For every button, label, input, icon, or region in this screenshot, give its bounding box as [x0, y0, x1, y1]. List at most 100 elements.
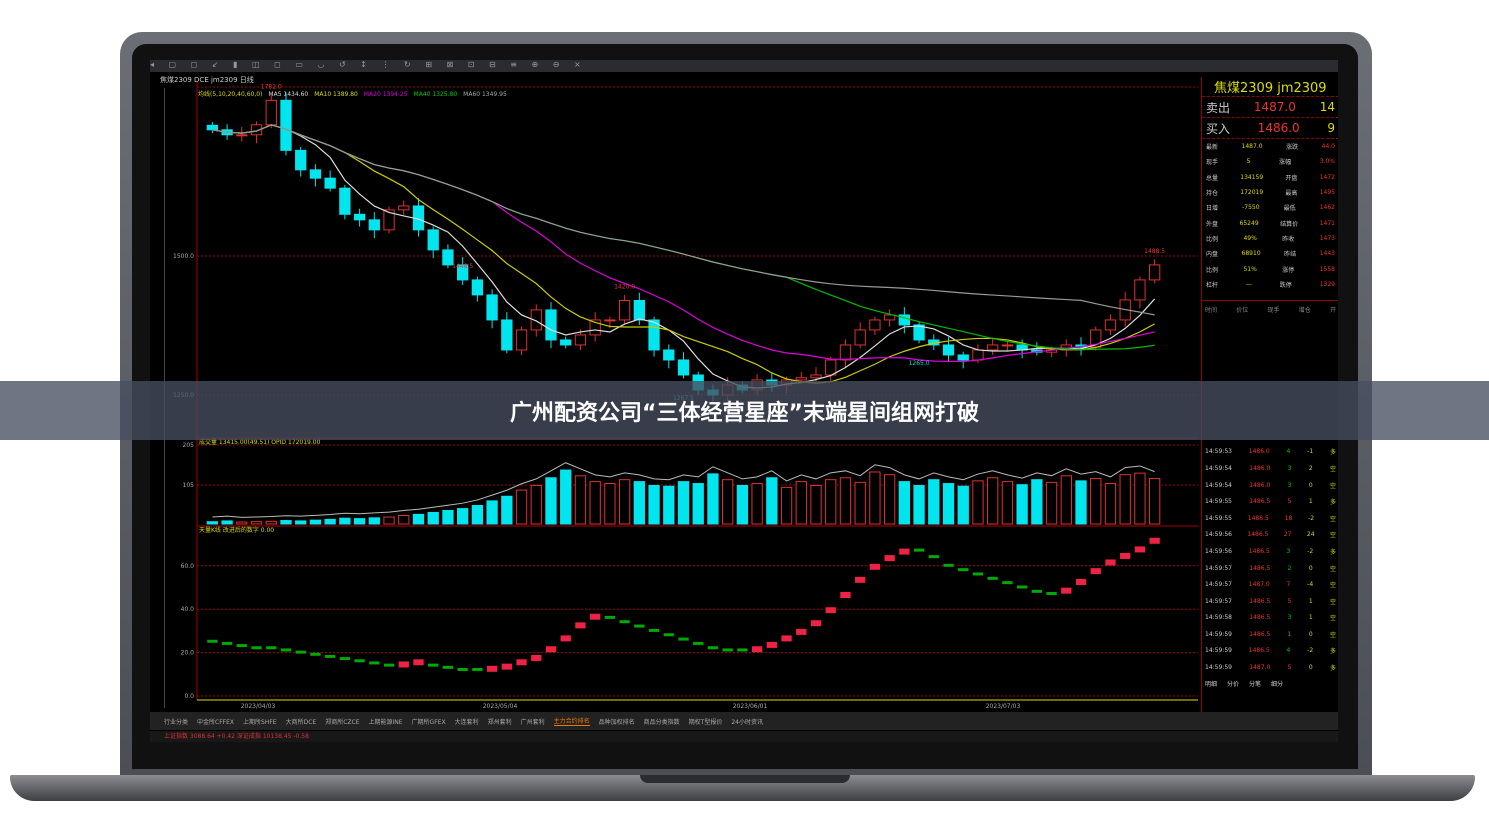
quote-row: 外盘 65249 结算价 1471: [1202, 215, 1338, 230]
quote-tab[interactable]: 细分: [1271, 680, 1284, 688]
quote-row: 总量 134159 开盘 1472: [1202, 170, 1338, 185]
market-tab[interactable]: 上期能源INE: [368, 718, 403, 726]
market-tab[interactable]: 品种加权排名: [598, 718, 635, 726]
trade-cell: 5: [1287, 664, 1292, 672]
ma-legend-item: MA10 1389.80: [314, 91, 358, 98]
indicator-bar: [266, 646, 277, 650]
peak-label: 1265.0: [909, 360, 930, 367]
candle: [339, 187, 351, 215]
volume-bar: [825, 479, 837, 525]
trade-cell: 1487.0: [1248, 581, 1270, 589]
trade-cell: 空: [1329, 482, 1336, 490]
candle: [854, 329, 866, 346]
symbol-line[interactable]: 焦煤2309 DCE jm2309 日线: [160, 76, 254, 84]
volume-bar: [604, 483, 616, 525]
market-tab[interactable]: 广州套利: [520, 718, 545, 726]
market-tab[interactable]: 大连套利: [454, 718, 479, 726]
trade-cell: 1486.5: [1247, 531, 1269, 539]
indicator-bar: [737, 648, 748, 652]
quote-tab[interactable]: 分笔: [1249, 680, 1262, 688]
trade-cell: 空: [1329, 631, 1336, 639]
candle: [427, 229, 439, 251]
quote-cell: 结算价: [1280, 220, 1299, 228]
indicator-bar: [619, 620, 630, 624]
volume-bar: [545, 477, 557, 525]
market-tab[interactable]: 大商所DCE: [285, 718, 317, 726]
trades-header: 时间 价位 现手 增仓 开: [1202, 301, 1338, 318]
indicator-bar: [1149, 537, 1160, 544]
quote-cell: 杠杆: [1206, 281, 1219, 289]
candle: [442, 249, 454, 266]
candle: [368, 219, 380, 231]
trade-cell: 14:59:57: [1205, 581, 1232, 589]
indicator-bar: [310, 652, 321, 656]
volume-bar: [1104, 483, 1117, 525]
trade-cell: 1486.5: [1248, 647, 1270, 655]
volume-bar: [1148, 478, 1161, 525]
ma-legend-item: 均线(5,10,20,40,60,0): [198, 91, 263, 98]
market-tab[interactable]: 主力合约排名: [553, 718, 590, 726]
volume-bar: [442, 510, 454, 525]
indicator-bar: [707, 646, 719, 650]
indicator-bar: [545, 646, 557, 653]
candle: [810, 374, 822, 379]
indicator-bar: [1134, 546, 1146, 553]
indicator-bar: [472, 667, 483, 671]
market-tab[interactable]: 上期所SHFE: [243, 718, 277, 726]
volume-bar: [412, 513, 425, 525]
candle: [457, 264, 469, 281]
trade-cell: -1: [1307, 448, 1314, 456]
bid-price: 1486.0: [1257, 121, 1300, 135]
volume-bar: [427, 511, 439, 525]
volume-bar: [295, 520, 307, 525]
indicator-bar: [1075, 578, 1087, 585]
market-tab[interactable]: 广期所GFEX: [411, 718, 446, 726]
indicator-legend: 天量K线 改进后的数字 0.00: [199, 526, 274, 534]
quote-tab[interactable]: 分价: [1227, 680, 1240, 688]
market-tab[interactable]: 郑州套利: [487, 718, 512, 726]
candle: [560, 339, 572, 346]
volume-bar: [942, 483, 955, 525]
quote-title: 焦煤2309 jm2309: [1214, 81, 1327, 96]
candle: [1134, 279, 1146, 301]
market-tab[interactable]: 商品分类指数: [643, 718, 680, 726]
quote-tab[interactable]: 明细: [1205, 680, 1218, 688]
indicator-bar: [722, 648, 733, 652]
quote-cell: 1462: [1319, 204, 1335, 212]
trade-cell: 多: [1329, 665, 1336, 673]
trade-cell: 1486.0: [1249, 464, 1271, 472]
indicator-bar: [825, 607, 836, 614]
trade-cell: 4: [1286, 448, 1291, 456]
market-tab[interactable]: 期权T型报价: [688, 718, 723, 726]
trade-cell: 多: [1329, 449, 1336, 457]
quote-row: 日增 -7550 最低 1462: [1202, 200, 1338, 215]
quote-cell: 172019: [1240, 189, 1264, 197]
market-tab[interactable]: 24小时资讯: [731, 718, 763, 726]
ma20-line: [212, 124, 1155, 362]
volume-bar: [530, 484, 542, 525]
toolbar[interactable]: ◂ ▢ ◻ ↙ ▮ ◫ ◻ ▭ ◡ ↺ ↕ ⋮ ↻ ⊞ ⊠ ⊡ ⊟ ≡ ⊕ ⊖ …: [150, 60, 1338, 72]
candle: [869, 319, 881, 331]
trade-cell: 14:59:59: [1205, 647, 1232, 655]
quote-row: 内盘 68910 昨结 1443: [1202, 246, 1338, 261]
volume-bar: [250, 521, 263, 525]
trade-cell: 1486.5: [1249, 614, 1271, 622]
trades-header-cell: 开: [1329, 306, 1336, 314]
peak-label: 1782.0: [261, 83, 282, 90]
market-tab[interactable]: 郑商所CZCE: [325, 718, 360, 726]
indicator-bar: [295, 650, 306, 654]
trade-cell: 空: [1329, 565, 1336, 573]
candle: [206, 124, 219, 131]
bid-label: 买入: [1206, 121, 1231, 136]
indicator-bar: [369, 661, 380, 665]
quote-cell: 昨结: [1284, 251, 1297, 259]
indicator-bar: [221, 641, 233, 645]
market-tab[interactable]: 中金所CFFEX: [197, 718, 235, 726]
volume-bar: [560, 469, 572, 525]
volume-bar: [780, 486, 793, 525]
volume-bar: [1075, 480, 1087, 525]
indicator-bar: [280, 648, 292, 652]
market-tab[interactable]: 行业分类: [164, 718, 189, 726]
trade-cell: 1487.0: [1249, 664, 1271, 672]
